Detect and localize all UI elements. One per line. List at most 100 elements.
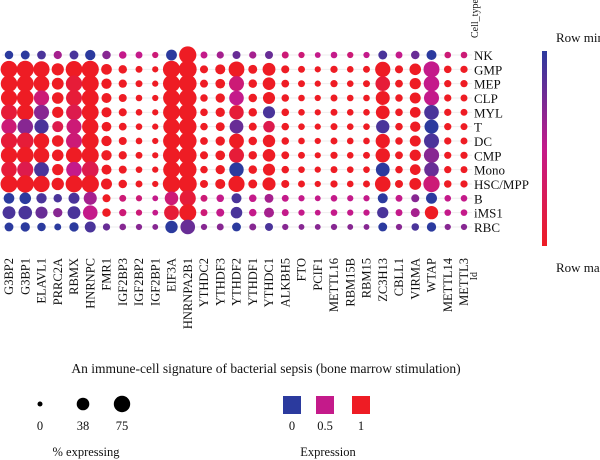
gene-label: IGF2BP2 <box>132 258 146 306</box>
dot-HSC/MPP-RBM15 <box>363 180 370 188</box>
dot-T-FTO <box>298 123 305 130</box>
dot-HSC/MPP-HNRNPA2B1 <box>178 174 197 193</box>
gene-label: IGF2BP1 <box>148 258 162 306</box>
dot-Mono-FTO <box>298 166 305 173</box>
dot-MYL-ELAVL1 <box>34 104 49 120</box>
cell-type-label: B <box>474 191 483 206</box>
dot-DC-YTHDF2 <box>229 133 244 149</box>
gene-label: FMR1 <box>100 258 114 291</box>
gene-label: ZC3H13 <box>376 258 390 302</box>
dot-B-ALKBH5 <box>281 194 289 202</box>
dot-GMP-PCIF1 <box>314 66 321 73</box>
dot-GMP-HNRNPA2B1 <box>178 60 197 79</box>
color-legend-value: 0 <box>289 419 295 433</box>
dot-GMP-YTHDF3 <box>215 64 226 75</box>
dot-NK-FMR1 <box>102 50 111 60</box>
dot-NK-VIRMA <box>411 50 420 60</box>
dot-MEP-YTHDF3 <box>215 78 226 89</box>
dot-iMS1-YTHDC2 <box>200 209 208 217</box>
gene-label: PRRC2A <box>51 258 65 305</box>
dot-RBC-HNRNPC <box>84 221 96 233</box>
dot-CMP-YTHDF1 <box>248 151 257 160</box>
size-legend-dot <box>76 397 90 411</box>
dot-B-IGF2BP2 <box>135 195 143 202</box>
dot-MYL-RBM15B <box>346 109 354 116</box>
dot-iMS1-IGF2BP3 <box>119 209 127 217</box>
dot-Mono-CBLL1 <box>395 165 403 174</box>
dot-CLP-ALKBH5 <box>281 94 290 102</box>
dot-B-METTL16 <box>330 195 338 202</box>
dot-MYL-YTHDF2 <box>229 105 244 120</box>
dot-GMP-RBM15 <box>363 65 370 73</box>
cell-type-label: DC <box>474 134 492 149</box>
dot-GMP-RBM15B <box>346 66 354 73</box>
color-legend-value: 1 <box>358 419 364 433</box>
dot-MYL-PCIF1 <box>314 109 321 116</box>
dot-HSC/MPP-ALKBH5 <box>281 179 290 188</box>
dot-DC-YTHDC1 <box>262 134 276 148</box>
dot-MEP-RBM15 <box>363 80 370 88</box>
dot-B-PRRC2A <box>53 194 62 203</box>
dot-Mono-YTHDF1 <box>248 165 257 174</box>
gene-label: VIRMA <box>408 258 422 300</box>
dot-RBC-RBMX <box>69 222 79 232</box>
dot-MEP-YTHDC2 <box>199 79 209 88</box>
dot-iMS1-RBM15B <box>347 209 354 216</box>
dot-iMS1-FTO <box>298 209 305 216</box>
dot-Mono-PCIF1 <box>314 166 321 173</box>
dot-T-WTAP <box>424 119 439 134</box>
dot-T-IGF2BP1 <box>152 123 159 130</box>
dot-HSC/MPP-YTHDF3 <box>215 178 226 189</box>
dot-CMP-YTHDC2 <box>199 151 209 160</box>
dot-RBC-CBLL1 <box>395 223 403 231</box>
dot-RBC-IGF2BP3 <box>119 223 127 231</box>
dot-DC-YTHDF3 <box>215 136 225 146</box>
dot-MYL-FTO <box>298 109 305 116</box>
dot-HSC/MPP-YTHDC1 <box>262 177 276 191</box>
dot-GMP-METTL16 <box>330 65 338 73</box>
dot-MEP-METTL14 <box>444 80 452 88</box>
dot-NK-ELAVL1 <box>37 50 46 60</box>
dot-T-RBM15B <box>346 123 354 130</box>
dot-CLP-WTAP <box>424 90 439 106</box>
cell-type-label: iMS1 <box>474 206 503 221</box>
dot-GMP-EIF3A <box>162 60 181 78</box>
dot-Mono-ZC3H13 <box>375 162 390 177</box>
dot-MYL-RBMX <box>66 104 82 121</box>
dot-MEP-YTHDF2 <box>229 76 244 92</box>
dot-DC-IGF2BP1 <box>152 137 159 145</box>
dot-NK-IGF2BP1 <box>152 51 159 59</box>
dot-T-CBLL1 <box>395 122 403 131</box>
dot-RBC-VIRMA <box>411 223 420 231</box>
dot-MEP-IGF2BP2 <box>135 80 143 88</box>
dot-B-PCIF1 <box>314 195 321 202</box>
dot-RBC-RBM15B <box>347 224 354 230</box>
dot-GMP-METTL14 <box>443 65 452 74</box>
dot-NK-YTHDF2 <box>232 50 241 60</box>
dot-RBC-G3BP2 <box>4 222 14 232</box>
dot-CMP-METTL16 <box>330 151 338 159</box>
gene-label: WTAP <box>425 258 439 292</box>
dot-GMP-PRRC2A <box>51 63 64 76</box>
dot-HSC/MPP-G3BP1 <box>16 175 34 193</box>
dot-MYL-METTL3 <box>460 108 468 116</box>
dot-HSC/MPP-METTL14 <box>443 180 452 188</box>
dot-B-EIF3A <box>164 191 179 206</box>
dot-CMP-FMR1 <box>101 150 112 161</box>
dot-MYL-WTAP <box>424 105 439 120</box>
dot-Mono-IGF2BP2 <box>135 166 143 173</box>
dot-MYL-YTHDF3 <box>215 107 225 117</box>
dot-DC-YTHDF1 <box>248 136 257 146</box>
dot-GMP-IGF2BP1 <box>152 66 159 73</box>
dot-T-RBM15 <box>363 123 370 130</box>
dot-T-IGF2BP3 <box>118 122 127 131</box>
dot-B-YTHDC1 <box>264 193 274 203</box>
dot-RBC-PCIF1 <box>314 224 321 230</box>
dot-Mono-YTHDF3 <box>215 164 225 175</box>
dot-MEP-HNRNPC <box>81 75 99 93</box>
dot-Mono-YTHDF2 <box>229 162 244 177</box>
cell-type-label: MYL <box>474 105 503 120</box>
dot-MYL-G3BP1 <box>17 104 34 121</box>
dot-DC-HNRNPA2B1 <box>178 132 197 150</box>
